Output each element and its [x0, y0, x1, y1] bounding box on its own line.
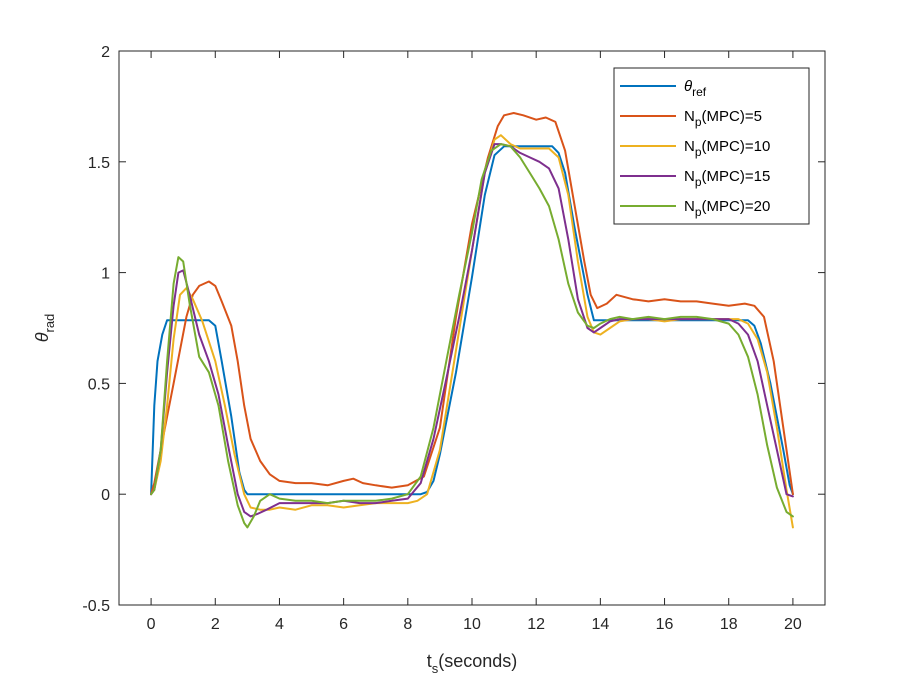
x-tick-label: 14	[591, 616, 609, 633]
legend-label: Np(MPC)=5	[684, 108, 762, 129]
axis-labels: ts(seconds) θrad	[32, 314, 517, 676]
axes-layer: 0 2 4 6 8 10 12 14 16 18 20 -0.5 0 0.5 1 1.5 2	[82, 44, 826, 633]
legend-label: Np(MPC)=20	[684, 198, 770, 219]
legend-label: Np(MPC)=15	[684, 168, 770, 189]
legend-label: Np(MPC)=10	[684, 138, 770, 159]
legend-label: θref	[684, 78, 707, 99]
y-tick-label: 0	[101, 487, 110, 504]
x-tick-label: 12	[527, 616, 545, 633]
y-tick-label: -0.5	[82, 598, 110, 615]
y-tick-label: 0.5	[88, 376, 110, 393]
x-tick-label: 6	[339, 616, 348, 633]
y-tick-label: 1	[101, 266, 110, 283]
x-tick-label: 18	[720, 616, 738, 633]
y-tick-label: 2	[101, 44, 110, 61]
x-tick-label: 20	[784, 616, 802, 633]
x-tick-label: 16	[656, 616, 674, 633]
series-line-1	[150, 145, 794, 496]
x-tick-label: 2	[211, 616, 220, 633]
series-line-5	[150, 143, 794, 529]
x-tick-label: 0	[147, 616, 156, 633]
x-axis-label: ts(seconds)	[427, 651, 518, 676]
series-line-4	[150, 143, 794, 518]
y-tick-label: 1.5	[88, 155, 110, 172]
y-axis-label: θrad	[32, 314, 57, 343]
legend: θref Np(MPC)=5 Np(MPC)=10 Np(MPC)=15 Np(MPC)…	[613, 67, 810, 225]
series-layer	[150, 112, 794, 529]
x-tick-label: 4	[275, 616, 284, 633]
x-tick-label: 10	[463, 616, 481, 633]
x-tick-label: 8	[403, 616, 412, 633]
